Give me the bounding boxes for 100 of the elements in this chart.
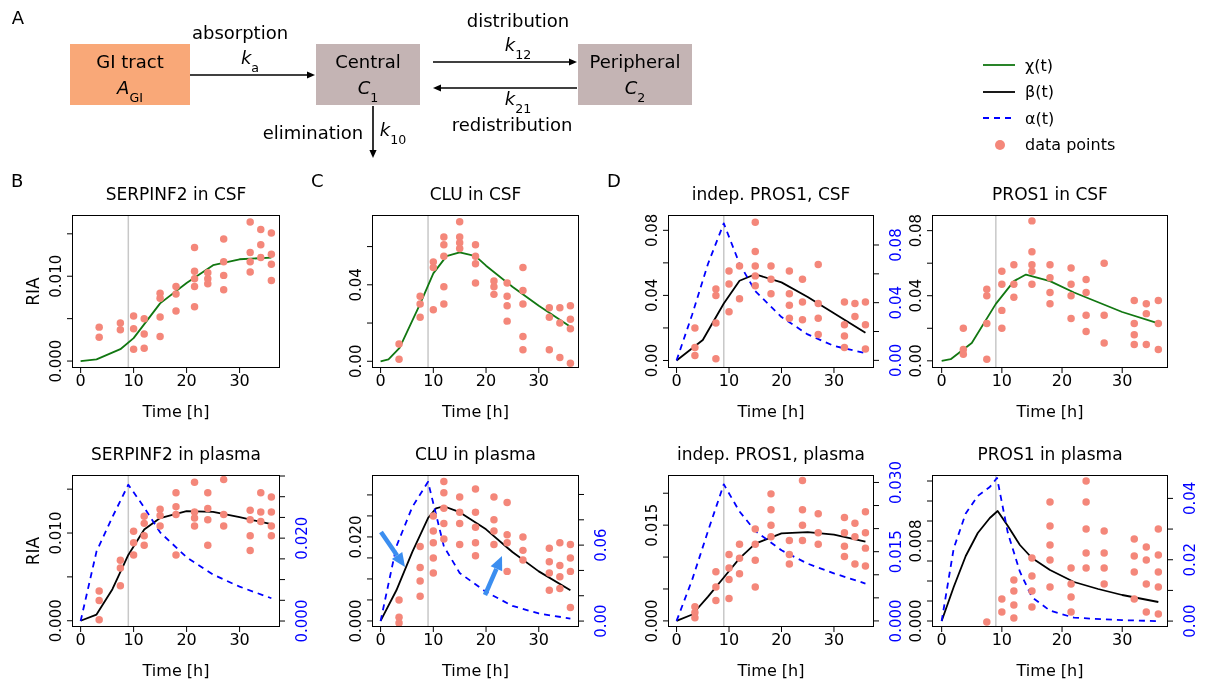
- point: [751, 218, 759, 226]
- point: [1067, 580, 1075, 588]
- x-axis-title: Time [h]: [441, 402, 509, 421]
- point: [519, 556, 527, 564]
- point: [566, 315, 575, 323]
- point: [1010, 587, 1018, 595]
- point: [429, 512, 438, 520]
- point: [861, 320, 870, 329]
- point: [798, 316, 807, 324]
- point: [1130, 331, 1138, 339]
- point: [767, 532, 775, 541]
- point: [429, 263, 438, 272]
- point: [204, 516, 212, 524]
- point: [814, 330, 822, 339]
- y2-tick-label: 0.06: [592, 528, 610, 562]
- point: [455, 244, 464, 253]
- point: [267, 531, 276, 540]
- x-tick-label: 20: [475, 371, 497, 391]
- point: [545, 586, 554, 595]
- point: [1130, 568, 1138, 576]
- y-tick-label: 0.00: [907, 344, 925, 378]
- x-axis-title: Time [h]: [1015, 402, 1084, 421]
- point: [219, 235, 228, 243]
- point: [1010, 280, 1018, 289]
- point: [725, 594, 733, 603]
- point: [556, 353, 564, 362]
- legend-label: data points: [1025, 135, 1116, 155]
- point: [1046, 541, 1054, 549]
- point: [156, 313, 164, 321]
- point: [861, 345, 870, 353]
- point: [851, 560, 859, 568]
- point: [140, 344, 148, 353]
- x-tick-label: 20: [1051, 630, 1073, 650]
- y2-tick-label: 0.00: [1181, 604, 1199, 638]
- point: [725, 564, 733, 572]
- point: [566, 325, 575, 333]
- point: [172, 290, 180, 298]
- point: [785, 314, 794, 322]
- point: [751, 540, 759, 549]
- point: [257, 508, 265, 516]
- chart-title: PROS1 in CSF: [991, 184, 1109, 204]
- x-axis-title: Time [h]: [736, 661, 805, 680]
- x-tick-label: 0: [671, 371, 682, 391]
- y-tick-label: 0.04: [907, 279, 925, 313]
- point: [156, 505, 164, 514]
- point: [257, 517, 265, 526]
- point: [172, 488, 180, 497]
- point: [545, 346, 554, 354]
- point: [1028, 217, 1036, 225]
- point: [1010, 576, 1018, 584]
- text: C$_{2}$: [624, 77, 646, 105]
- point: [204, 504, 212, 513]
- x-tick-label: 30: [229, 371, 250, 391]
- chart-title: SERPINF2 in plasma: [90, 444, 262, 464]
- point: [267, 276, 276, 285]
- x-axis-title: Time [h]: [736, 402, 805, 421]
- text: k$_{12}$: [504, 34, 532, 62]
- point: [190, 282, 199, 291]
- point: [257, 488, 265, 497]
- y2-tick-label: 0.020: [293, 516, 311, 560]
- point: [440, 282, 448, 291]
- point: [712, 285, 720, 293]
- point: [471, 240, 480, 249]
- point: [1100, 259, 1108, 267]
- point: [840, 542, 849, 550]
- point: [1154, 551, 1163, 559]
- x-tick-label: 20: [771, 630, 792, 650]
- point: [190, 514, 199, 522]
- point: [798, 298, 807, 306]
- point: [471, 252, 480, 260]
- point: [545, 544, 554, 552]
- x-tick-label: 10: [423, 371, 444, 391]
- point: [1130, 319, 1138, 328]
- y-tick-label: 0.000: [907, 599, 925, 643]
- point: [503, 539, 511, 547]
- point: [735, 540, 744, 549]
- point: [519, 263, 527, 272]
- point: [1067, 292, 1075, 300]
- point: [440, 240, 448, 249]
- point: [785, 290, 794, 298]
- y-axis-title: RIA: [23, 536, 44, 566]
- point: [545, 304, 554, 312]
- point: [471, 279, 480, 287]
- y2-tick-label: 0.000: [293, 599, 311, 643]
- chart-title: PROS1 in plasma: [976, 444, 1124, 464]
- y-tick-label: 0.015: [643, 503, 661, 547]
- point: [1028, 248, 1036, 256]
- point: [129, 527, 138, 535]
- point: [140, 330, 148, 338]
- point: [1046, 522, 1054, 530]
- point: [455, 218, 464, 226]
- point: [190, 478, 199, 486]
- text: elimination: [262, 122, 364, 143]
- point: [814, 314, 822, 322]
- chart-title: indep. PROS1, plasma: [676, 444, 866, 464]
- point: [1130, 340, 1138, 349]
- point: [566, 603, 575, 612]
- point: [998, 306, 1006, 315]
- point: [798, 506, 807, 514]
- point: [1130, 552, 1138, 560]
